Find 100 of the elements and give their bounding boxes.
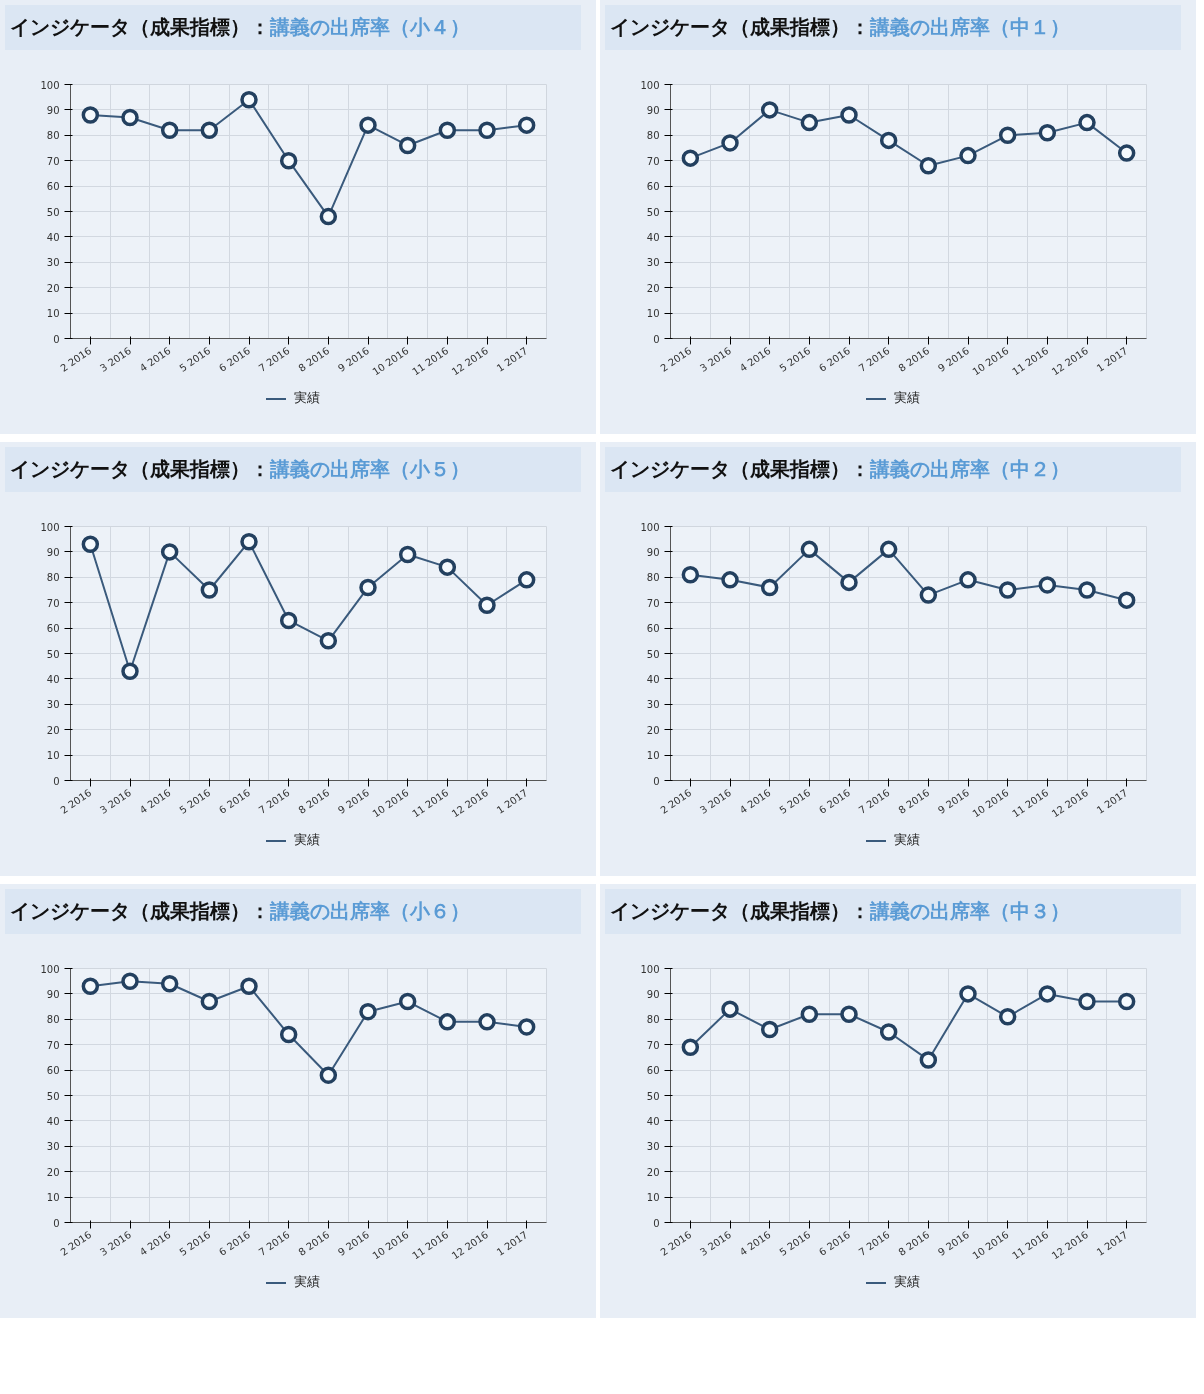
- point: [319, 207, 338, 226]
- point: [438, 121, 457, 139]
- point: [478, 1013, 496, 1031]
- point: [438, 558, 457, 576]
- point: [998, 126, 1017, 145]
- chart-subtitle: 講義の出席率（小５）: [270, 457, 470, 481]
- chart-subtitle: 講義の出席率（中３）: [870, 899, 1070, 923]
- y-tick-label: 70: [46, 597, 60, 609]
- y-tick-label: 10: [646, 750, 660, 762]
- point: [760, 578, 779, 597]
- point: [478, 121, 496, 139]
- y-tick-label: 90: [46, 988, 60, 1000]
- legend-label: 実績: [894, 1274, 920, 1289]
- point: [840, 1005, 858, 1023]
- y-tick-label: 80: [646, 130, 660, 142]
- y-tick-label: 10: [646, 308, 660, 320]
- y-tick-label: 40: [646, 673, 660, 685]
- y-tick-label: 100: [40, 963, 60, 975]
- point: [998, 581, 1017, 599]
- point: [919, 1051, 938, 1069]
- y-tick-label: 0: [53, 775, 60, 787]
- point: [398, 136, 417, 155]
- point: [279, 151, 298, 170]
- point: [200, 992, 219, 1011]
- point: [800, 1005, 819, 1023]
- point: [81, 977, 100, 996]
- y-tick-label: 70: [646, 597, 660, 609]
- point: [319, 632, 338, 650]
- point: [760, 1020, 779, 1039]
- y-tick-label: 60: [46, 1065, 60, 1077]
- y-tick-label: 40: [646, 231, 660, 243]
- point: [279, 1025, 298, 1044]
- y-tick-label: 20: [646, 1166, 660, 1178]
- y-tick-label: 70: [646, 1039, 660, 1051]
- point: [998, 1008, 1017, 1026]
- point: [160, 121, 179, 139]
- y-tick-label: 70: [46, 1039, 60, 1051]
- y-tick-label: 0: [653, 333, 660, 345]
- point: [438, 1013, 457, 1031]
- point: [81, 535, 100, 554]
- chart-subtitle: 講義の出席率（小４）: [270, 15, 470, 39]
- point: [517, 116, 536, 134]
- point: [800, 113, 819, 132]
- point: [721, 571, 739, 589]
- y-tick-label: 100: [40, 79, 60, 91]
- legend-label: 実績: [894, 390, 920, 405]
- point: [919, 157, 938, 175]
- y-tick-label: 40: [46, 1115, 60, 1127]
- y-tick-label: 100: [640, 521, 660, 533]
- y-tick-label: 100: [40, 521, 60, 533]
- point: [121, 972, 139, 990]
- point: [1038, 124, 1057, 142]
- point: [81, 106, 100, 124]
- y-tick-label: 90: [646, 104, 660, 116]
- chart-subtitle: 講義の出席率（中２）: [870, 457, 1070, 481]
- point: [517, 1018, 536, 1036]
- point: [160, 543, 179, 561]
- point: [240, 977, 258, 996]
- y-tick-label: 90: [646, 988, 660, 1000]
- y-tick-label: 60: [46, 623, 60, 635]
- point: [1078, 113, 1096, 132]
- point: [800, 540, 819, 559]
- point: [879, 540, 898, 559]
- point: [240, 533, 258, 551]
- y-tick-label: 0: [653, 775, 660, 787]
- point: [1038, 576, 1057, 594]
- y-tick-label: 50: [46, 648, 60, 660]
- y-tick-label: 70: [46, 155, 60, 167]
- chart-title: インジケータ（成果指標）：: [10, 899, 270, 923]
- y-tick-label: 30: [646, 1141, 660, 1153]
- point: [879, 131, 898, 150]
- y-tick-label: 80: [46, 572, 60, 584]
- y-tick-label: 20: [46, 282, 60, 294]
- point: [760, 101, 779, 119]
- point: [279, 611, 298, 630]
- y-tick-label: 20: [646, 282, 660, 294]
- point: [840, 106, 858, 124]
- y-tick-label: 90: [46, 546, 60, 558]
- y-tick-label: 30: [46, 257, 60, 269]
- chart-title: インジケータ（成果指標）：: [10, 15, 270, 39]
- point: [200, 581, 219, 599]
- point: [1117, 591, 1136, 609]
- point: [840, 573, 858, 592]
- y-tick-label: 100: [640, 963, 660, 975]
- point: [1117, 144, 1136, 162]
- point: [959, 146, 977, 165]
- point: [681, 149, 700, 167]
- chart-title: インジケータ（成果指標）：: [610, 899, 870, 923]
- point: [359, 1002, 377, 1021]
- chart-title: インジケータ（成果指標）：: [610, 457, 870, 481]
- chart-title: インジケータ（成果指標）：: [10, 457, 270, 481]
- point: [478, 596, 496, 614]
- y-tick-label: 50: [646, 648, 660, 660]
- point: [879, 1023, 898, 1041]
- y-tick-label: 30: [46, 699, 60, 711]
- y-tick-label: 10: [646, 1192, 660, 1204]
- point: [398, 545, 417, 564]
- y-tick-label: 30: [46, 1141, 60, 1153]
- y-tick-label: 50: [646, 206, 660, 218]
- y-tick-label: 0: [53, 333, 60, 345]
